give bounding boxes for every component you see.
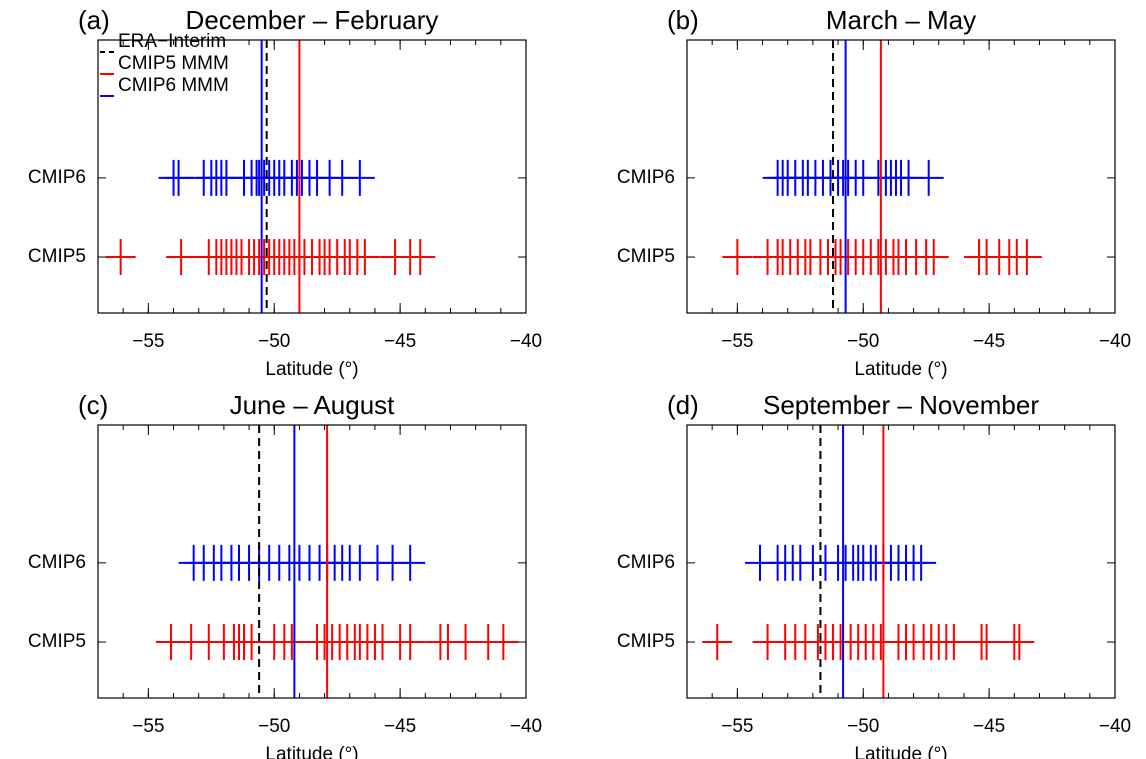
x-axis-label: Latitude (°) xyxy=(265,744,358,759)
x-tick-label: −55 xyxy=(132,716,164,737)
model-marker xyxy=(488,624,519,661)
x-tick-label: −55 xyxy=(132,331,164,352)
model-marker xyxy=(906,544,937,581)
panel-title: September – November xyxy=(763,390,1039,420)
model-marker xyxy=(913,159,944,196)
panel-title: June – August xyxy=(230,390,396,420)
model-marker xyxy=(918,239,949,276)
model-marker xyxy=(702,624,733,661)
panel-title: December – February xyxy=(186,5,439,35)
x-tick-label: −50 xyxy=(847,716,879,737)
x-tick-label: −40 xyxy=(1099,716,1131,737)
y-tick-label: CMIP5 xyxy=(617,631,675,652)
x-tick-label: −45 xyxy=(384,716,416,737)
model-marker xyxy=(1004,624,1035,661)
plot-frame xyxy=(686,424,1116,699)
legend-label: CMIP5 MMM xyxy=(118,53,229,74)
y-tick-label: CMIP6 xyxy=(28,167,86,188)
model-marker xyxy=(344,159,375,196)
model-marker xyxy=(722,239,753,276)
panel-label: (b) xyxy=(667,5,699,35)
x-tick-label: −45 xyxy=(384,331,416,352)
model-marker xyxy=(938,624,969,661)
x-tick-label: −50 xyxy=(258,331,290,352)
x-tick-label: −45 xyxy=(973,716,1005,737)
panel-label: (a) xyxy=(78,5,110,35)
panel-title: March – May xyxy=(826,5,976,35)
panel-label: (d) xyxy=(667,390,699,420)
model-marker xyxy=(395,544,426,581)
model-marker xyxy=(405,239,436,276)
x-tick-label: −40 xyxy=(510,331,542,352)
y-tick-label: CMIP5 xyxy=(28,631,86,652)
legend-label: ERA−Interim xyxy=(118,31,226,52)
y-tick-label: CMIP5 xyxy=(28,246,86,267)
plot-frame xyxy=(97,424,527,699)
x-tick-label: −50 xyxy=(258,716,290,737)
y-tick-label: CMIP6 xyxy=(617,167,675,188)
x-tick-label: −50 xyxy=(847,331,879,352)
model-marker xyxy=(1011,239,1042,276)
y-tick-label: CMIP5 xyxy=(617,246,675,267)
model-marker xyxy=(349,239,380,276)
model-marker xyxy=(395,624,426,661)
plot-frame xyxy=(97,39,527,314)
x-tick-label: −55 xyxy=(721,331,753,352)
x-axis-label: Latitude (°) xyxy=(854,359,947,380)
legend-label: CMIP6 MMM xyxy=(118,75,229,96)
x-tick-label: −45 xyxy=(973,331,1005,352)
model-marker xyxy=(163,159,194,196)
y-tick-label: CMIP6 xyxy=(28,552,86,573)
model-marker xyxy=(166,239,197,276)
x-tick-label: −40 xyxy=(1099,331,1131,352)
model-marker xyxy=(105,239,136,276)
x-tick-label: −55 xyxy=(721,716,753,737)
plot-frame xyxy=(686,39,1116,314)
x-axis-label: Latitude (°) xyxy=(854,744,947,759)
model-marker xyxy=(276,624,307,661)
model-marker xyxy=(971,624,1002,661)
x-axis-label: Latitude (°) xyxy=(265,359,358,380)
panel-label: (c) xyxy=(78,390,108,420)
y-tick-label: CMIP6 xyxy=(617,552,675,573)
x-tick-label: −40 xyxy=(510,716,542,737)
